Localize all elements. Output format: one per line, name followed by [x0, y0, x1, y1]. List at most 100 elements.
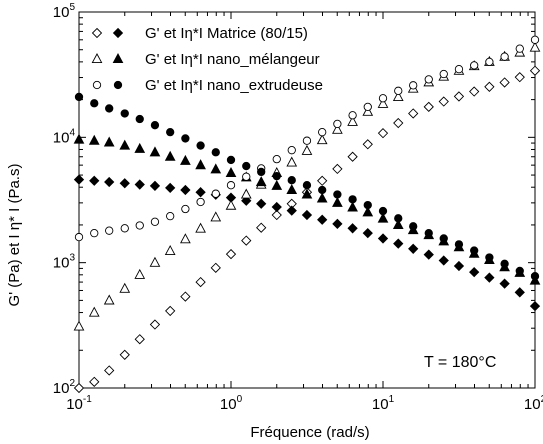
triangle-filled-point — [255, 176, 267, 187]
circle-filled-point — [424, 228, 433, 238]
triangle-filled-point — [180, 154, 191, 165]
legend-label: G' et Iη*I Matrice (80/15) — [145, 25, 308, 42]
circle-filled-point — [515, 266, 524, 276]
diamond-open-point — [484, 81, 495, 92]
triangle-open-point — [347, 115, 358, 126]
diamond-open-point — [241, 235, 252, 246]
temperature-annotation: T = 180°C — [424, 354, 496, 371]
circle-open-point — [515, 44, 524, 53]
circle-filled-point — [120, 109, 129, 118]
diamond-open-point — [362, 139, 373, 150]
triangle-open-point — [316, 134, 328, 145]
diamond-open-point — [225, 248, 237, 260]
ticks: 10-1 100 101 102 102 103 104 105 — [53, 2, 543, 413]
diamond-open-point — [469, 86, 480, 97]
triangle-filled-point — [73, 133, 85, 144]
diamond-filled-point — [362, 228, 373, 239]
triangle-open-point — [392, 90, 404, 101]
triangle-filled-point — [377, 212, 389, 223]
diamond-filled-point — [377, 233, 389, 244]
diamond-filled-point — [408, 243, 419, 254]
diamond-filled-point — [423, 249, 434, 260]
triangle-open-point — [240, 188, 252, 199]
legend-marker-circle-open — [92, 80, 102, 90]
diamond-open-point — [180, 291, 191, 302]
circle-filled-point — [333, 190, 342, 199]
triangle-filled-point — [316, 192, 328, 203]
diamond-open-point — [165, 305, 176, 317]
circle-open-point — [500, 52, 509, 61]
diamond-open-point — [377, 128, 389, 139]
circle-filled-point — [394, 214, 403, 223]
triangle-open-point — [164, 245, 176, 256]
triangle-filled-point — [271, 179, 283, 190]
triangle-open-point — [332, 123, 343, 134]
circle-open-point — [333, 119, 342, 129]
triangle-open-point — [119, 282, 131, 293]
triangle-filled-point — [286, 184, 298, 195]
x-tick-label: 101 — [372, 394, 395, 413]
y-axis-title: G' (Pa) et I η* I (Pa.s) — [6, 164, 23, 307]
triangle-open-point — [301, 144, 313, 155]
legend-marker-diamond-filled — [112, 27, 124, 39]
circle-open-point — [530, 35, 540, 44]
circle-open-point — [242, 172, 251, 181]
diamond-filled-point — [195, 187, 206, 198]
circle-filled-point — [530, 272, 540, 281]
diamond-filled-point — [73, 174, 85, 185]
data-marks — [73, 35, 541, 394]
diamond-filled-point — [104, 176, 115, 188]
diamond-filled-point — [180, 184, 191, 196]
circle-filled-point — [470, 246, 479, 255]
circle-open-point — [150, 217, 160, 226]
diamond-open-point — [423, 101, 434, 113]
diamond-open-point — [499, 77, 510, 88]
circle-filled-point — [302, 181, 312, 190]
diamond-open-point — [393, 117, 404, 129]
circle-open-point — [363, 102, 372, 112]
circle-filled-point — [257, 167, 266, 177]
triangle-filled-point — [103, 136, 115, 147]
triangle-open-point — [286, 156, 298, 167]
diamond-open-point — [453, 91, 465, 102]
diamond-filled-point — [453, 260, 465, 272]
diamond-open-point — [134, 334, 145, 345]
triangle-open-point — [180, 233, 191, 244]
y-tick-label: 104 — [53, 127, 76, 146]
legend-marker-diamond-open — [91, 27, 103, 39]
diamond-filled-point — [438, 255, 449, 266]
diamond-open-point — [529, 65, 541, 76]
diamond-filled-point — [149, 180, 161, 192]
triangle-filled-point — [210, 163, 222, 174]
x-axis-title: Fréquence (rad/s) — [250, 424, 369, 441]
legend: G' et Iη*I Matrice (80/15) G' et Iη*I nan… — [91, 25, 323, 94]
circle-open-point — [318, 127, 327, 137]
triangle-open-point — [210, 211, 222, 222]
triangle-open-point — [103, 294, 115, 305]
circle-open-point — [348, 111, 357, 120]
diamond-filled-point — [286, 205, 297, 216]
circle-filled-point — [105, 104, 114, 113]
triangle-filled-point — [88, 134, 100, 145]
triangle-filled-point — [149, 146, 161, 157]
legend-label: G' et Iη*I nano_extrudeuse — [145, 77, 323, 94]
triangle-open-point — [73, 320, 85, 331]
triangle-open-point — [362, 105, 374, 116]
circle-filled-point — [500, 259, 509, 268]
diamond-open-point — [73, 382, 85, 394]
triangle-open-point — [225, 199, 237, 210]
circle-filled-point — [485, 253, 494, 262]
diamond-open-point — [317, 175, 328, 186]
circle-open-point — [135, 221, 144, 230]
circle-open-point — [454, 64, 464, 74]
circle-open-point — [211, 189, 220, 198]
circle-open-point — [409, 81, 418, 90]
y-tick-label: 103 — [53, 253, 76, 272]
legend-label: G' et Iη*I nano_mélangeur — [145, 51, 320, 68]
diamond-open-point — [347, 151, 358, 162]
diamond-filled-point — [134, 179, 145, 190]
diamond-filled-point — [271, 201, 282, 213]
circle-filled-point — [454, 240, 464, 249]
triangle-filled-point — [134, 142, 146, 153]
legend-marker-triangle-open — [91, 53, 103, 64]
